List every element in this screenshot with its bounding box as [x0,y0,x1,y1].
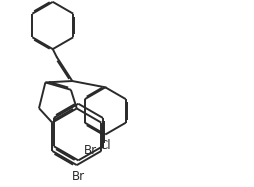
Text: Br: Br [83,144,96,157]
Text: Cl: Cl [99,139,111,152]
Text: Br: Br [71,170,85,183]
